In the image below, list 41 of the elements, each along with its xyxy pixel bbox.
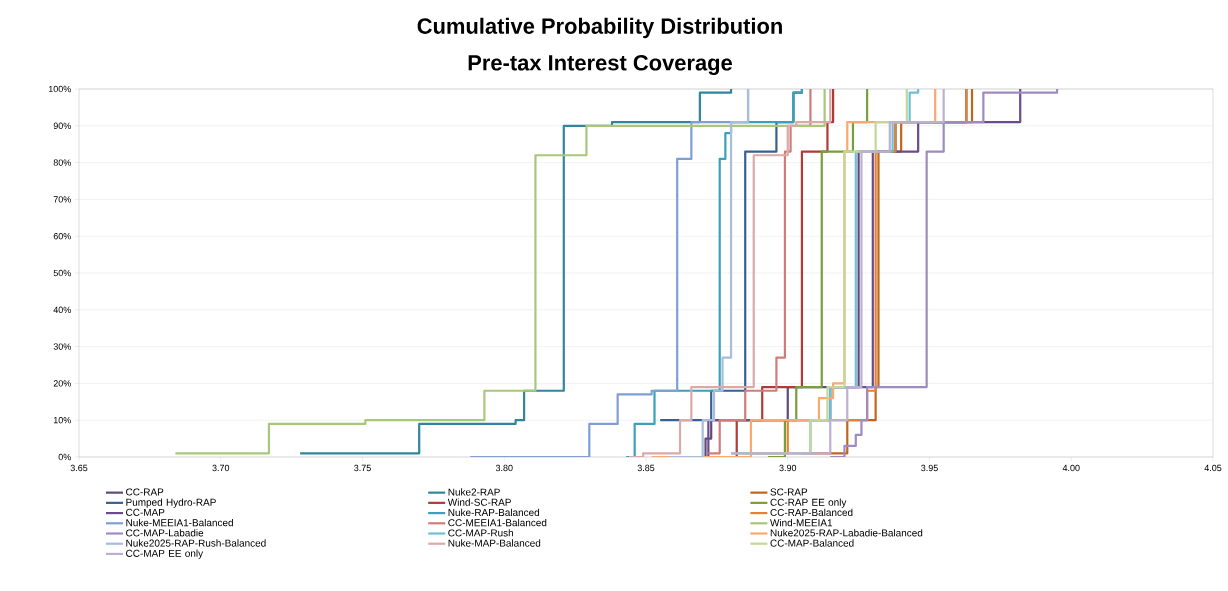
x-tick-label: 3.65 (70, 464, 88, 472)
y-tick-label: 20% (53, 380, 71, 387)
x-tick-label: 4.05 (1204, 464, 1222, 472)
y-tick-label: 30% (53, 343, 71, 350)
legend-label: Nuke2-RAP (448, 488, 500, 496)
legend-label: CC-MAP-Balanced (770, 539, 854, 547)
legend-label: CC-RAP EE only (770, 498, 847, 508)
legend-label: Pumped Hydro-RAP (126, 498, 216, 508)
x-tick-label: 3.75 (354, 464, 371, 472)
chart-subtitle: Pre-tax Interest Coverage (468, 55, 732, 75)
y-tick-label: 70% (53, 196, 71, 203)
legend-label: CC-MAP (126, 508, 165, 516)
y-tick-label: 80% (53, 159, 71, 166)
legend-label: Wind-MEEIA1 (770, 518, 833, 527)
x-tick-label: 3.70 (212, 464, 230, 472)
legend-label: Nuke-MAP-Balanced (448, 539, 541, 547)
legend-label: CC-MAP-Rush (448, 529, 513, 537)
legend-label: Nuke2025-RAP-Labadie-Balanced (770, 529, 923, 537)
y-tick-label: 10% (53, 417, 71, 424)
y-tick-label: 0% (58, 453, 71, 461)
x-tick-label: 3.80 (495, 464, 513, 472)
x-tick-label: 3.90 (779, 464, 797, 472)
chart-title: Cumulative Probability Distribution (417, 17, 782, 39)
y-tick-label: 90% (53, 122, 71, 129)
legend-label: CC-RAP-Balanced (770, 508, 853, 517)
legend-label: Wind-SC-RAP (447, 498, 511, 506)
legend-label: CC-RAP (126, 488, 164, 496)
x-tick-label: 4.00 (1062, 464, 1080, 472)
legend-label: CC-MAP-Labadie (126, 529, 204, 537)
legend-label: SC-RAP (770, 488, 808, 496)
legend-label: Nuke-RAP-Balanced (448, 508, 540, 517)
x-tick-label: 3.95 (921, 464, 938, 472)
legend-label: CC-MEEIA1-Balanced (448, 518, 547, 527)
y-tick-label: 50% (53, 269, 71, 277)
y-tick-label: 60% (53, 233, 71, 240)
y-tick-label: 40% (53, 306, 71, 313)
legend-label: Nuke2025-RAP-Rush-Balanced (126, 539, 266, 547)
legend-label: Nuke-MEEIA1-Balanced (126, 518, 233, 527)
y-tick-label: 100% (48, 85, 71, 93)
legend-label: CC-MAP EE only (126, 549, 204, 559)
x-tick-label: 3.85 (637, 464, 655, 472)
